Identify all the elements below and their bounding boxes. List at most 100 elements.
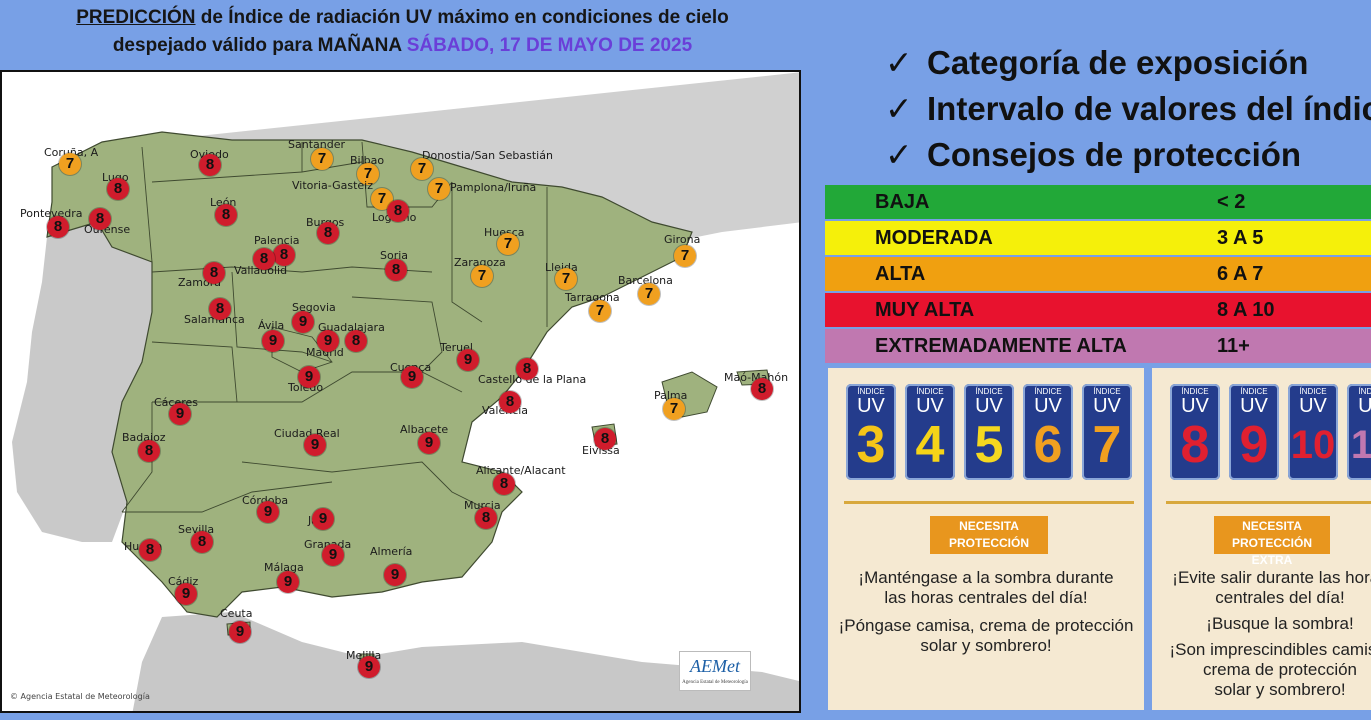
title-prediction: PREDICCIÓN xyxy=(76,7,196,28)
city-label: Guadalajara xyxy=(318,321,385,334)
portugal-land xyxy=(12,222,152,542)
title-line1: de Índice de radiación UV máximo en cond… xyxy=(195,7,729,28)
region-borders xyxy=(121,141,548,513)
uv-index-badge: 8 xyxy=(107,178,129,200)
uv-index-badge: 9 xyxy=(298,366,320,388)
tile-number: 8 xyxy=(1180,416,1210,474)
uv-index-badge: 9 xyxy=(257,501,279,523)
map-footer: © Agencia Estatal de Meteorología xyxy=(10,692,150,701)
uv-index-badge: 9 xyxy=(292,311,314,333)
uv-index-badge: 7 xyxy=(428,178,450,200)
category-range: < 2 xyxy=(1217,191,1246,213)
advice-line: solar y sombrero! xyxy=(920,636,1052,655)
check-item-label: Intervalo de valores del índice xyxy=(927,90,1371,127)
check-icon: ✓ xyxy=(885,136,913,173)
uv-index-badge: 8 xyxy=(139,539,161,561)
extra-protection-tag: NECESITA PROTECCIÓN EXTRA xyxy=(1214,516,1330,567)
tile-uv-label: UV xyxy=(1358,395,1371,417)
uv-index-tile: ÍNDICE UV 4 xyxy=(905,384,955,480)
city-label: Albacete xyxy=(400,423,449,436)
check-item-range: ✓ Intervalo de valores del índice xyxy=(885,86,1371,132)
advice-line: centrales del día! xyxy=(1215,588,1345,607)
aemet-logo-sub: Agencia Estatal de Meteorología xyxy=(682,680,748,685)
tile-number: 3 xyxy=(856,416,886,474)
france-land xyxy=(142,72,799,242)
uv-index-badge: 8 xyxy=(385,259,407,281)
check-icon: ✓ xyxy=(885,44,913,81)
city-label: Valladolid xyxy=(234,264,288,277)
tile-uv-label: UV xyxy=(1181,395,1209,417)
uv-index-badge: 9 xyxy=(358,656,380,678)
tile-index-label: ÍNDICE xyxy=(1034,387,1062,396)
advice-line: ¡Póngase camisa, crema de protección xyxy=(838,616,1134,635)
uv-index-badge: 8 xyxy=(273,244,295,266)
title-line2: despejado válido para MAÑANA xyxy=(112,35,407,56)
city-label: Bilbao xyxy=(350,154,385,167)
city-label: Pontevedra xyxy=(20,207,83,220)
advice-panel-protection: ÍNDICE UV 3 ÍNDICE UV 4 ÍNDICE UV 5 ÍNDICE UV 6 ÍNDI… xyxy=(828,368,1144,710)
uv-index-badge: 9 xyxy=(401,366,423,388)
uv-index-badge: 7 xyxy=(471,265,493,287)
advice-line: las horas centrales del día! xyxy=(884,588,1088,607)
advice-line: ¡Evite salir durante las horas xyxy=(1172,568,1371,587)
city-label: Santander xyxy=(288,138,345,151)
advice-line: solar y sombrero! xyxy=(1214,680,1346,699)
uv-index-badge: 8 xyxy=(89,208,111,230)
check-item-advice: ✓ Consejos de protección xyxy=(885,132,1371,178)
spain-land xyxy=(46,131,693,618)
city-label: Tarragona xyxy=(565,291,620,304)
category-name: MODERADA xyxy=(875,227,993,249)
uv-index-badge: 9 xyxy=(312,508,334,530)
city-label: Ceuta xyxy=(220,607,253,620)
uv-index-badge: 7 xyxy=(555,268,577,290)
uv-index-badge: 7 xyxy=(663,398,685,420)
city-label: Maó-Mahón xyxy=(724,371,789,384)
tile-uv-label: UV xyxy=(916,395,944,417)
check-item-label: Consejos de protección xyxy=(927,136,1302,173)
uv-index-badge: 9 xyxy=(457,349,479,371)
check-item-category: ✓ Categoría de exposición xyxy=(885,40,1371,86)
city-label: Coruña, A xyxy=(44,146,99,159)
uv-index-badge: 9 xyxy=(322,544,344,566)
city-label: Castelló de la Plana xyxy=(478,373,587,386)
uv-index-tile: ÍNDICE UV 9 xyxy=(1229,384,1279,480)
tile-index-label: ÍNDICE xyxy=(1240,387,1268,396)
city-label: Donostia/San Sebastián xyxy=(422,149,553,162)
uv-index-badge: 9 xyxy=(384,564,406,586)
uv-index-badge: 8 xyxy=(199,154,221,176)
uv-index-badge: 8 xyxy=(209,298,231,320)
category-row-muy-alta: MUY ALTA 8 A 10 xyxy=(825,293,1371,327)
uv-index-badge: 9 xyxy=(169,403,191,425)
category-name: BAJA xyxy=(875,191,930,213)
uv-index-badge: 8 xyxy=(138,440,160,462)
category-row-alta: ALTA 6 A 7 xyxy=(825,257,1371,291)
advice-text: ¡Evite salir durante las horas centrales… xyxy=(1156,568,1371,700)
advice-text: ¡Manténgase a la sombra durante las hora… xyxy=(828,568,1144,656)
tile-index-label: ÍNDICE xyxy=(1093,387,1121,396)
uv-index-tile: ÍNDICE UV 7 xyxy=(1082,384,1132,480)
city-label: Zaragoza xyxy=(454,256,506,269)
city-label: Málaga xyxy=(264,561,304,574)
uv-index-badge: 8 xyxy=(594,428,616,450)
uv-index-badge: 7 xyxy=(59,153,81,175)
uv-index-badge: 7 xyxy=(411,158,433,180)
tile-number: 7 xyxy=(1092,416,1122,474)
city-label: Barcelona xyxy=(618,274,673,287)
uv-index-badge: 9 xyxy=(262,330,284,352)
city-label: Ávila xyxy=(258,319,285,332)
city-label: Córdoba xyxy=(242,495,288,507)
uv-index-badge: 7 xyxy=(497,233,519,255)
aemet-logo: AEMet Agencia Estatal de Meteorología xyxy=(679,651,751,691)
uv-index-badge: 9 xyxy=(418,432,440,454)
range-arrow xyxy=(1166,501,1371,504)
check-item-label: Categoría de exposición xyxy=(927,44,1309,81)
tile-number: 11 xyxy=(1350,423,1371,467)
tile-number: 9 xyxy=(1239,416,1269,474)
uv-index-badge: 8 xyxy=(387,200,409,222)
uv-index-badge: 8 xyxy=(499,391,521,413)
tile-index-label: ÍNDICE xyxy=(1299,387,1327,396)
category-range: 8 A 10 xyxy=(1217,299,1275,321)
uv-index-badge: 9 xyxy=(317,330,339,352)
tile-uv-label: UV xyxy=(1034,395,1062,417)
tile-number: 5 xyxy=(974,416,1004,474)
